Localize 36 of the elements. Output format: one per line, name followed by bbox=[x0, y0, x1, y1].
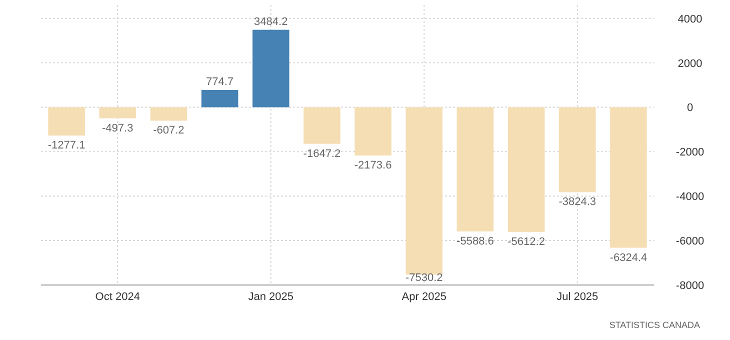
data-label: 774.7 bbox=[206, 76, 234, 88]
bar bbox=[508, 107, 545, 232]
data-label: -7530.2 bbox=[405, 272, 443, 284]
y-tick-label: -4000 bbox=[676, 191, 704, 204]
y-tick-label: 4000 bbox=[678, 13, 702, 26]
y-tick-label: -6000 bbox=[676, 236, 704, 248]
x-tick-label: Oct 2024 bbox=[95, 291, 140, 303]
y-tick-label: -2000 bbox=[676, 146, 704, 159]
x-tick-label: Jul 2025 bbox=[556, 291, 598, 303]
data-label: -5612.2 bbox=[508, 236, 545, 248]
data-label: 3484.2 bbox=[254, 16, 288, 28]
x-tick-label: Jan 2025 bbox=[248, 291, 294, 303]
data-label: -1277.1 bbox=[48, 140, 86, 152]
bar bbox=[456, 107, 494, 232]
data-label: -3824.3 bbox=[558, 196, 596, 208]
bar bbox=[201, 90, 238, 108]
bar bbox=[99, 107, 136, 118]
bar bbox=[610, 107, 647, 248]
data-label: -497.3 bbox=[102, 122, 134, 134]
bar bbox=[150, 107, 188, 121]
bar bbox=[406, 107, 443, 275]
x-tick-label: Apr 2025 bbox=[402, 291, 446, 303]
y-tick-label: 2000 bbox=[678, 58, 702, 70]
bar bbox=[304, 107, 340, 144]
bar bbox=[558, 107, 596, 192]
text: STATISTICS CANADA bbox=[609, 320, 700, 330]
bar bbox=[48, 107, 85, 136]
data-label: -5588.6 bbox=[456, 235, 494, 248]
bar bbox=[252, 30, 290, 108]
data-label: -6324.4 bbox=[610, 252, 648, 264]
y-tick-label: -8000 bbox=[676, 280, 704, 292]
data-label: -2173.6 bbox=[354, 160, 392, 172]
bar bbox=[354, 107, 392, 156]
data-label: -1647.2 bbox=[303, 148, 341, 160]
data-label: -607.2 bbox=[153, 124, 184, 137]
y-tick-label: 0 bbox=[686, 102, 694, 114]
